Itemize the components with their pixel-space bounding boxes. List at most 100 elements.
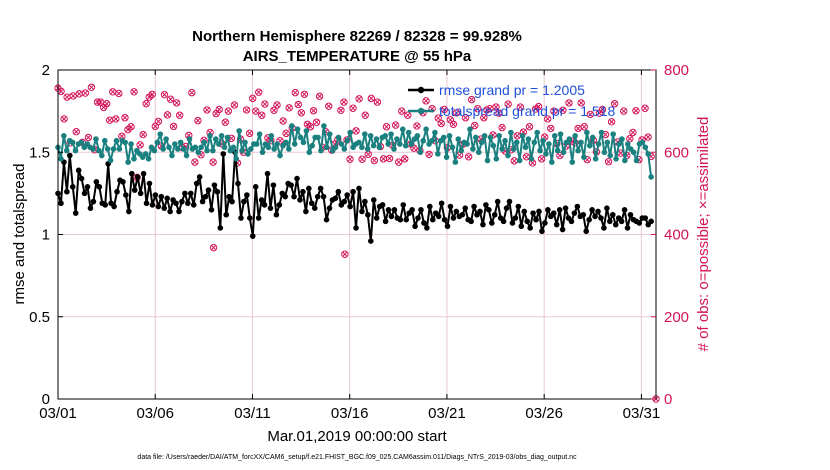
series-point-0 (308, 200, 315, 207)
obs-marker-possible (352, 127, 360, 135)
obs-marker-assimilated (216, 106, 222, 113)
obs-marker-assimilated (463, 115, 469, 121)
series-point-1 (458, 147, 465, 154)
obs-marker-assimilated (313, 119, 320, 125)
series-point-0 (506, 198, 513, 205)
series-point-0 (553, 221, 560, 228)
obs-marker-assimilated (517, 104, 523, 110)
series-point-0 (609, 211, 616, 218)
series-point-0 (303, 208, 309, 215)
series-point-0 (196, 174, 203, 180)
obs-marker-possible (242, 106, 251, 114)
series-point-0 (306, 185, 312, 192)
series-point-1 (534, 129, 540, 136)
series-point-1 (110, 146, 117, 152)
series-point-1 (531, 139, 538, 146)
series-point-1 (537, 147, 543, 154)
series-point-0 (429, 216, 436, 223)
obs-marker-possible (261, 100, 269, 108)
series-point-0 (477, 208, 483, 215)
series-point-0 (341, 198, 348, 205)
series-point-1 (321, 123, 327, 129)
series-point-0 (300, 188, 306, 195)
series-point-0 (72, 210, 79, 216)
obs-marker-assimilated (581, 124, 587, 130)
obs-marker-possible (224, 107, 233, 115)
series-point-0 (244, 192, 250, 198)
obs-marker-possible (382, 123, 391, 131)
legend-label-rmse: rmse grand pr = 1.2005 (439, 82, 585, 98)
y-tick-label-right: 800 (664, 62, 689, 79)
series-point-1 (294, 126, 301, 133)
obs-marker-possible (632, 107, 640, 115)
series-point-1 (198, 144, 204, 151)
series-point-0 (291, 193, 297, 200)
series-point-1 (394, 136, 400, 142)
series-point-1 (239, 147, 245, 154)
obs-marker-possible (385, 154, 394, 163)
obs-marker-assimilated (347, 156, 353, 162)
series-point-1 (572, 133, 578, 139)
series-point-1 (382, 133, 389, 139)
series-point-1 (639, 139, 646, 146)
obs-marker-possible (422, 97, 430, 105)
series-point-1 (478, 139, 485, 146)
series-point-1 (432, 129, 438, 136)
series-point-0 (367, 238, 374, 244)
series-point-0 (607, 218, 613, 225)
obs-marker-possible (136, 141, 144, 149)
obs-marker-assimilated (64, 94, 70, 100)
obs-marker-possible (291, 88, 299, 97)
obs-marker-possible (629, 128, 637, 137)
series-point-1 (72, 147, 79, 154)
series-point-0 (379, 202, 386, 208)
obs-marker-assimilated (627, 136, 633, 142)
series-point-0 (624, 225, 631, 231)
series-point-1 (306, 149, 313, 156)
series-point-0 (621, 207, 628, 213)
series-point-0 (87, 205, 94, 211)
series-point-0 (211, 182, 218, 188)
obs-marker-assimilated (119, 133, 125, 139)
series-point-0 (598, 215, 604, 221)
series-point-1 (467, 126, 473, 133)
series-point-0 (362, 198, 368, 205)
series-point-1 (373, 136, 380, 142)
obs-marker-possible (72, 127, 80, 136)
obs-marker-assimilated (155, 118, 161, 124)
obs-marker-assimilated (645, 134, 651, 140)
series-point-0 (471, 203, 477, 210)
series-point-1 (452, 159, 459, 165)
chart-title: Northern Hemisphere 82269 / 82328 = 99.9… (192, 28, 522, 45)
series-point-0 (335, 188, 342, 195)
obs-marker-possible (349, 104, 357, 112)
obs-marker-assimilated (70, 93, 76, 99)
series-point-0 (344, 192, 350, 198)
obs-marker-assimilated (274, 102, 280, 108)
y-tick-label-right: 0 (664, 391, 672, 408)
obs-marker-assimilated (441, 106, 447, 113)
obs-marker-possible (285, 104, 293, 112)
obs-marker-possible (467, 95, 476, 104)
obs-marker-possible (166, 95, 175, 103)
obs-marker-possible (516, 103, 525, 111)
obs-marker-assimilated (82, 90, 88, 96)
y-tick-label-right: 600 (664, 144, 689, 161)
obs-marker-assimilated (496, 110, 502, 116)
obs-marker-assimilated (435, 115, 441, 121)
series-point-1 (516, 157, 523, 164)
series-point-0 (238, 215, 244, 221)
obs-marker-possible (191, 158, 199, 166)
series-point-1 (464, 141, 470, 147)
series-point-0 (580, 211, 587, 218)
obs-marker-possible (87, 83, 96, 91)
series-point-0 (187, 190, 194, 197)
series-point-0 (403, 216, 410, 223)
series-point-0 (164, 195, 170, 202)
obs-marker-assimilated (244, 107, 250, 113)
series-point-0 (453, 208, 460, 215)
series-point-0 (93, 179, 100, 185)
series-point-1 (253, 141, 260, 147)
series-point-1 (435, 151, 441, 157)
series-point-0 (480, 221, 486, 228)
